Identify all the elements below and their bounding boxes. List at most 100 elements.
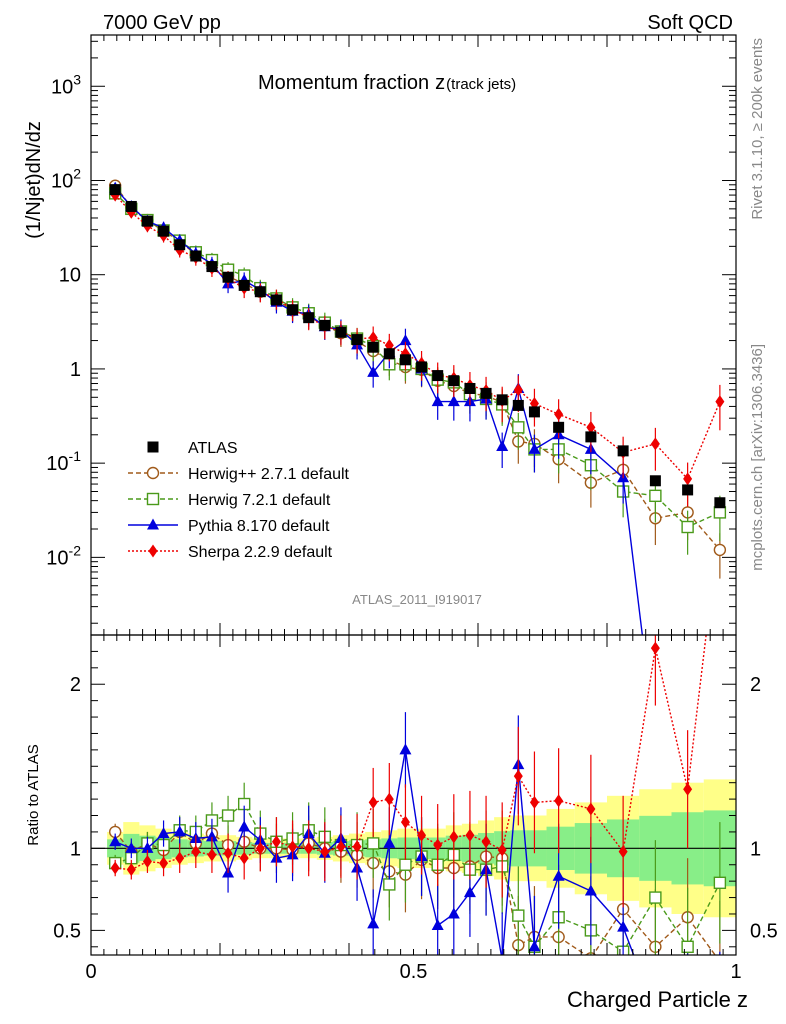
ratio-tick-label-right: 1 [750, 838, 761, 860]
sherpa-2-2-9-default-ratio-point [618, 845, 628, 859]
side-labels: Rivet 3.1.10, ≥ 200k events mcplots.cern… [749, 38, 766, 571]
pythia-8-170-default-ratio-point [383, 836, 396, 848]
sherpa-2-2-9-default-ratio-point [497, 843, 507, 857]
atlas-point [319, 319, 331, 331]
atlas-point [496, 394, 508, 406]
x-tick-label: 0.5 [400, 961, 428, 983]
sherpa-2-2-9-default-point [554, 407, 564, 421]
sherpa-2-2-9-default-point [368, 331, 378, 345]
pythia-8-170-default-ratio-point [238, 820, 251, 832]
legend-marker [146, 466, 160, 480]
atlas-point [109, 184, 121, 196]
y-tick-label-base: 10 [46, 547, 68, 569]
sherpa-2-2-9-default-ratio-point [271, 835, 281, 849]
atlas-point [141, 215, 153, 227]
pythia-8-170-default-point [447, 395, 460, 407]
atlas-point [158, 225, 170, 237]
y-tick-label-exponent: -2 [69, 542, 82, 558]
atlas-point [270, 294, 282, 306]
legend-entry: Herwig 7.2.1 default [128, 492, 331, 509]
header-left-label: 7000 GeV pp [103, 12, 221, 34]
pythia-8-170-default-ratio-point [173, 825, 186, 837]
atlas-point [367, 341, 379, 353]
sherpa-2-2-9-default-point [683, 472, 693, 486]
atlas-point [512, 399, 524, 411]
pythia-8-170-default-ratio-point [447, 907, 460, 919]
atlas-point [714, 497, 726, 509]
pythia-8-170-default-ratio-point [367, 917, 380, 929]
sherpa-2-2-9-default-ratio-point [650, 641, 660, 655]
atlas-point [585, 431, 597, 443]
ratio-tick-label-right: 2 [750, 674, 761, 696]
legend-entry: Sherpa 2.2.9 default [128, 544, 333, 561]
sherpa-2-2-9-default-ratio-point [336, 840, 346, 854]
sherpa-2-2-9-default-ratio-point [433, 838, 443, 852]
x-axis: 0 0.5 1 [85, 961, 741, 983]
legend-label: Pythia 8.170 default [188, 518, 330, 535]
herwig-7-2-1-default-ratio-point [649, 891, 662, 904]
herwig-7-2-1-default-point [649, 489, 662, 503]
herwig-7-2-1-default-point [512, 421, 525, 434]
legend-label: ATLAS [188, 440, 238, 457]
legend-label: Sherpa 2.2.9 default [188, 544, 333, 561]
herwig-7-2-1-default-ratio-point [713, 876, 727, 889]
ratio-ticks: 0.5 0.5 1 1 2 2 [53, 635, 778, 955]
legend-entry: Herwig++ 2.7.1 default [128, 466, 350, 483]
y-tick-label-exponent: 3 [73, 71, 81, 87]
pythia-8-170-default-point [528, 442, 541, 454]
atlas-point [190, 250, 202, 262]
y-tick-label-base: 10 [59, 265, 81, 287]
atlas-point [287, 304, 299, 316]
atlas-point [351, 334, 363, 346]
sherpa-2-2-9-default-ratio-point [239, 851, 249, 865]
pythia-8-170-default-ratio-point [584, 884, 597, 896]
pythia-8-170-default-ratio-point [528, 940, 541, 952]
y-tick-label: 102 [51, 165, 81, 192]
sherpa-2-2-9-default-point [650, 437, 660, 451]
chart-title-main: Momentum fraction [258, 72, 429, 94]
ratio-tick-label: 2 [70, 674, 81, 696]
header: 7000 GeV pp Soft QCD [103, 12, 733, 34]
y-tick-label-base: 10 [51, 76, 73, 98]
pythia-8-170-default-point [399, 334, 412, 346]
sherpa-2-2-9-default-ratio-point [288, 840, 298, 854]
legend-marker [146, 492, 160, 506]
main-data-layer [108, 179, 727, 635]
sherpa-2-2-9-default-ratio-point [417, 828, 427, 842]
ratio-tick-label: 0.5 [53, 920, 81, 942]
sherpa-2-2-9-default-ratio-point [554, 794, 564, 808]
atlas-point [649, 475, 661, 487]
sherpa-2-2-9-default-ratio-point [175, 851, 185, 865]
ratio-panel: 0.5 0.5 1 1 2 2 Ratio to ATLAS [25, 634, 778, 956]
sherpa-2-2-9-default-ratio-point [481, 835, 491, 849]
pythia-8-170-default-ratio-point [125, 841, 138, 853]
sherpa-2-2-9-default-ratio-point [304, 841, 314, 855]
y-tick-label: 103 [51, 71, 81, 98]
sherpa-2-2-9-default-ratio-point [513, 769, 523, 783]
ratio-data-layer [91, 635, 736, 955]
sherpa-2-2-9-default-ratio-point [400, 815, 410, 829]
legend-marker [148, 544, 158, 558]
pythia-8-170-default-ratio-point [205, 830, 218, 842]
herwig-7-2-1-default-point [681, 520, 694, 534]
y-tick-label: 10-1 [46, 448, 81, 475]
herwig-7-2-1-default-ratio-point [512, 909, 525, 922]
legend-marker [147, 441, 159, 453]
y-tick-label: 1 [70, 359, 81, 381]
ratio-tick-label-right: 0.5 [750, 920, 778, 942]
legend: ATLAS Herwig++ 2.7.1 default Herwig 7.2.1 … [128, 440, 350, 561]
herwig-7-2-1-default-ratio-point [366, 837, 380, 850]
y-tick-label-exponent: -1 [69, 448, 82, 464]
x-tick-label: 0 [85, 961, 96, 983]
legend-label: Herwig 7.2.1 default [188, 492, 331, 509]
atlas-point [464, 382, 476, 394]
side-label-top: Rivet 3.1.10, ≥ 200k events [749, 38, 766, 220]
pythia-8-170-default-ratio-point [157, 827, 170, 839]
analysis-tag: ATLAS_2011_I919017 [352, 592, 482, 607]
sherpa-2-2-9-default-ratio-point [159, 856, 169, 870]
chart-title-var: z [435, 72, 445, 94]
atlas-point [432, 370, 444, 382]
pythia-8-170-default-ratio-point [109, 835, 122, 847]
pythia-8-170-default-ratio-point [463, 886, 476, 898]
pythia-8-170-default-ratio-point [552, 869, 565, 881]
